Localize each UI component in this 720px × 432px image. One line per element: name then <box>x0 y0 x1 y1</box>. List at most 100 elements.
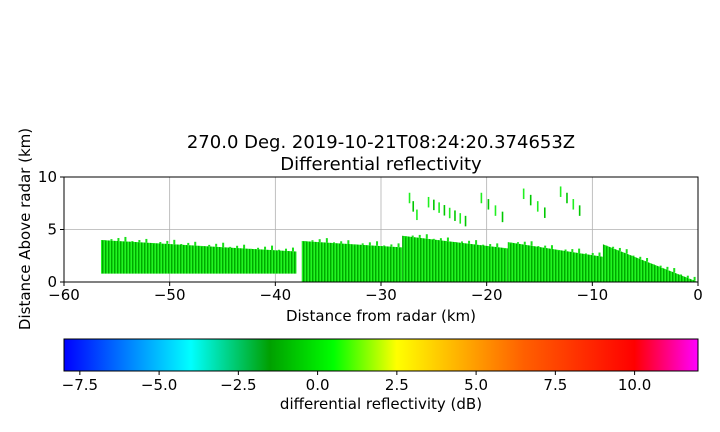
echo-edge-gate <box>138 240 141 243</box>
y-axis-ticks: 0 5 10 <box>38 168 64 291</box>
echo-edge-gate <box>632 255 635 257</box>
echo-edge-gate <box>103 240 106 242</box>
x-tick-label: −20 <box>471 286 503 304</box>
colorbar <box>63 338 699 372</box>
echo-edge-gate <box>666 266 669 270</box>
echo-edge-gate <box>215 243 218 247</box>
echo-edge-gate <box>117 238 120 242</box>
echo-edge-gate <box>291 247 294 252</box>
echo-edge-gate <box>131 241 134 243</box>
x-axis-label: Distance from radar (km) <box>286 307 476 325</box>
echo-edge-gate <box>571 249 574 253</box>
echo-edge-gate <box>124 236 127 242</box>
echo-edge-gate <box>489 244 492 247</box>
echo-edge-gate <box>311 240 314 242</box>
echo-edge-gate <box>680 274 683 276</box>
plot-frame <box>63 176 699 283</box>
x-tick-label: −40 <box>260 286 292 304</box>
echo-edge-gate <box>564 249 567 252</box>
echo-edge-gate <box>461 241 464 243</box>
echo-region <box>602 244 698 282</box>
colorbar-tick-label: 5.0 <box>464 376 488 394</box>
echo-edge-gate <box>361 243 364 245</box>
echo-edge-gate <box>243 244 246 249</box>
echo-edge-gate <box>347 240 350 244</box>
echo-edge-gate <box>236 245 239 249</box>
echo-edge-gate <box>152 243 155 245</box>
echo-edge-gate <box>439 238 442 241</box>
echo-edge-gate <box>187 242 190 246</box>
x-tick-label: −60 <box>48 286 80 304</box>
echo-edge-gate <box>411 235 414 238</box>
colorbar-tick-label: 7.5 <box>543 376 567 394</box>
echo-edge-gate <box>530 241 533 246</box>
echo-edge-gate <box>686 275 689 278</box>
echo-edge-gate <box>271 245 274 251</box>
echo-edge-gate <box>222 242 225 248</box>
colorbar-tick-label: 0.0 <box>306 376 330 394</box>
colorbar-tick-label: 2.5 <box>385 376 409 394</box>
echo-edge-gate <box>333 242 336 244</box>
echo-edge-gate <box>503 247 506 249</box>
echo-edge-gate <box>390 244 393 247</box>
echo-edge-gate <box>578 248 581 254</box>
colorbar-tick-label: −5.0 <box>141 376 177 394</box>
echo-edge-gate <box>383 245 386 247</box>
echo-edge-gate <box>516 242 519 244</box>
echo-edge-gate <box>368 242 371 246</box>
echo-edge-gate <box>510 242 513 244</box>
echo-edge-gate <box>145 238 148 243</box>
echo-edge-gate <box>354 244 357 246</box>
echo-edge-gate <box>496 243 499 248</box>
echo-edge-gate <box>250 248 253 250</box>
y-tick-label: 0 <box>47 273 57 291</box>
echo-edge-gate <box>659 265 662 268</box>
colorbar-ticks: −7.5 −5.0 −2.5 0.0 2.5 5.0 7.5 10.0 <box>62 371 651 394</box>
echo-edge-gate <box>453 242 456 244</box>
echo-edge-gate <box>340 241 343 244</box>
colorbar-tick-label: −7.5 <box>62 376 98 394</box>
echo-edge-gate <box>229 246 232 248</box>
y-tick-label: 10 <box>38 168 57 186</box>
echo-edge-gate <box>523 241 526 245</box>
echo-edge-gate <box>257 247 260 250</box>
echo-edge-gate <box>404 236 407 238</box>
x-tick-label: −10 <box>577 286 609 304</box>
echo-edge-gate <box>625 249 628 254</box>
echo-edge-gate <box>284 248 287 251</box>
echo-edge-gate <box>201 245 204 247</box>
echo-edge-gate <box>425 234 428 239</box>
echo-edge-gate <box>180 243 183 245</box>
colorbar-tick-label: 10.0 <box>618 376 651 394</box>
x-tick-label: −30 <box>365 286 397 304</box>
colorbar-label: differential reflectivity (dB) <box>280 395 482 413</box>
echo-edge-gate <box>446 237 449 242</box>
echo-edge-gate <box>397 243 400 248</box>
echo-edge-gate <box>432 238 435 240</box>
x-tick-label: 0 <box>693 286 703 304</box>
echo-edge-gate <box>468 240 471 244</box>
echo-edge-gate <box>639 256 642 260</box>
echo-edge-gate <box>544 245 547 248</box>
echo-edge-gate <box>194 241 197 246</box>
colorbar-tick-label: −2.5 <box>220 376 256 394</box>
echo-edge-gate <box>318 239 321 243</box>
chart-title-line1: 270.0 Deg. 2019-10-21T08:24:20.374653Z <box>187 132 575 153</box>
echo-edge-gate <box>693 276 696 281</box>
echo-edge-gate <box>264 246 267 250</box>
echo-edge-gate <box>418 234 421 238</box>
echo-edge-gate <box>673 268 676 273</box>
echo-edge-gate <box>605 245 608 247</box>
echo-edge-gate <box>591 252 594 256</box>
echo-edge-gate <box>584 253 587 255</box>
echo-edge-gate <box>110 239 113 241</box>
chart-title-line2: Differential reflectivity <box>280 154 482 175</box>
echo-region <box>301 241 403 282</box>
echo-edge-gate <box>482 244 485 246</box>
echo-edge-gate <box>537 246 540 248</box>
echo-region <box>507 242 603 282</box>
echo-edge-gate <box>598 252 601 257</box>
echo-edge-gate <box>646 258 649 262</box>
y-axis-label: Distance Above radar (km) <box>16 128 34 330</box>
